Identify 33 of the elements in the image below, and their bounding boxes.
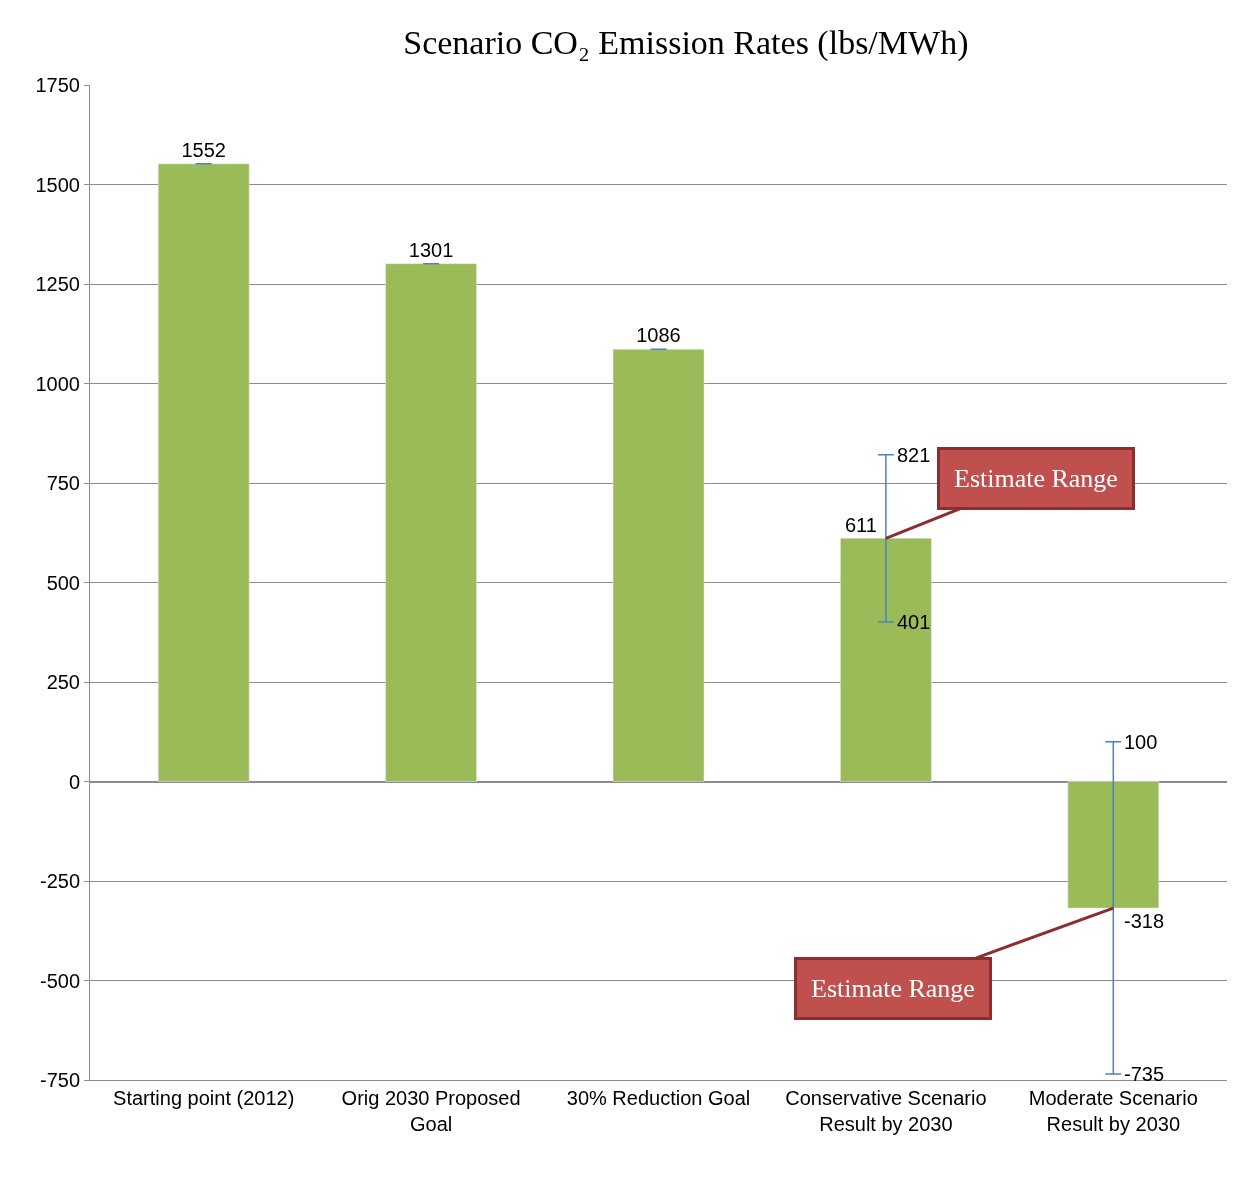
bar (157, 163, 250, 782)
bar (385, 263, 477, 782)
data-label: 1301 (408, 238, 454, 261)
data-label: 1552 (181, 138, 226, 161)
y-tick-label: 500 (46, 571, 80, 594)
bar (840, 538, 932, 782)
y-tick-label: 0 (68, 770, 80, 793)
bar (612, 349, 705, 782)
bar (1067, 781, 1160, 909)
data-label: -318 (1124, 910, 1165, 932)
x-tick-label: 30% Reduction Goal (566, 1087, 751, 1109)
y-tick-label: -500 (39, 969, 80, 992)
annotation: 821 (897, 444, 931, 466)
data-label: 611 (845, 514, 877, 536)
y-tick-label: 1250 (35, 273, 80, 295)
y-tick-label: 1000 (35, 372, 80, 395)
annotation: -735 (1124, 1063, 1165, 1085)
annotation: 100 (1124, 731, 1158, 753)
y-tick-label: 1750 (35, 74, 80, 96)
chart-title: Scenario CO₂ Emission Rates (lbs/MWh) (403, 23, 969, 62)
x-tick-label: Moderate Scenario Result by 2030 (1028, 1087, 1198, 1135)
y-tick-label: -250 (39, 870, 80, 892)
data-label: 1086 (636, 324, 681, 347)
y-tick-label: 1500 (35, 173, 80, 196)
annotation: Estimate Range (811, 974, 975, 1003)
y-tick-label: 250 (46, 671, 80, 693)
x-tick-label: Starting point (2012) (113, 1087, 295, 1109)
y-tick-label: 750 (46, 472, 80, 494)
y-tick-label: -750 (39, 1069, 80, 1091)
x-tick-label: Orig 2030 Proposed Goal (341, 1087, 521, 1135)
annotation: Estimate Range (954, 464, 1118, 493)
annotation: 401 (897, 611, 931, 633)
x-tick-label: Conservative Scenario Result by 2030 (785, 1087, 987, 1135)
